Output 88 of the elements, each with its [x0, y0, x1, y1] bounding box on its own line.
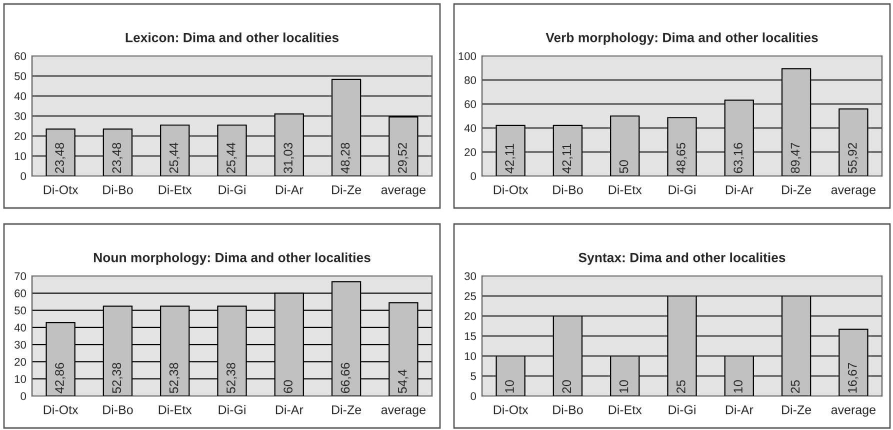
data-label: 42,86: [55, 362, 66, 394]
data-label: 66,66: [340, 362, 352, 393]
x-tick-label: average: [381, 187, 426, 197]
y-tick-label: 30: [14, 340, 26, 349]
data-label: 42,11: [562, 144, 573, 174]
x-tick-label: Di-Otx: [44, 185, 78, 194]
data-label: 52,38: [112, 362, 123, 394]
y-tick-label: 50: [14, 306, 26, 314]
x-tick-label: Di-Etx: [158, 185, 192, 194]
data-label: 25,44: [226, 142, 237, 173]
x-tick-label: Di-Gi: [218, 185, 246, 194]
y-tick-label: 15: [464, 332, 476, 340]
data-label: 10: [734, 380, 742, 393]
data-label: 23,48: [55, 142, 66, 173]
y-tick-label: 20: [14, 358, 26, 366]
data-label: 52,38: [169, 362, 180, 394]
x-tick-label: Di-Ze: [332, 405, 362, 414]
data-label: 55,92: [848, 142, 858, 174]
x-tick-label: Di-Gi: [668, 405, 696, 414]
y-tick-label: 70: [14, 272, 26, 280]
x-tick-label: Di-Otx: [494, 405, 528, 414]
data-label: 25,44: [169, 142, 180, 173]
y-tick-label: 0: [20, 172, 26, 180]
data-label: 20: [562, 380, 572, 393]
x-tick-label: average: [381, 407, 426, 417]
y-tick-label: 20: [464, 148, 476, 156]
data-label: 42,11: [505, 144, 516, 174]
x-tick-label: Di-Gi: [218, 405, 246, 414]
y-tick-label: 10: [14, 152, 26, 160]
data-label: 89,47: [790, 142, 802, 174]
x-tick-label: Di-Ze: [332, 185, 362, 194]
data-label: 23,48: [112, 142, 123, 173]
data-label: 48,65: [676, 142, 687, 174]
x-tick-label: Di-Etx: [608, 185, 642, 194]
y-tick-label: 100: [458, 52, 476, 60]
y-tick-label: 20: [464, 312, 476, 320]
y-tick-label: 10: [14, 375, 26, 383]
x-tick-label: Di-Ar: [276, 405, 304, 414]
y-tick-label: 25: [464, 292, 476, 300]
x-tick-label: Di-Bo: [103, 185, 133, 194]
y-tick-label: 10: [464, 352, 476, 360]
y-tick-label: 5: [470, 372, 476, 380]
y-tick-label: 80: [464, 76, 476, 84]
data-label: 48,28: [340, 142, 352, 174]
y-tick-label: 60: [464, 100, 476, 108]
y-tick-label: 40: [14, 324, 26, 332]
y-tick-label: 0: [470, 172, 476, 180]
data-label: 16,67: [848, 362, 858, 393]
x-tick-label: Di-Etx: [608, 405, 642, 414]
x-tick-label: Di-Etx: [158, 405, 192, 414]
x-tick-label: Di-Otx: [494, 185, 528, 194]
y-tick-label: 30: [464, 272, 476, 280]
y-tick-label: 60: [14, 289, 26, 298]
data-label: 10: [505, 380, 514, 393]
y-tick-label: 60: [14, 52, 26, 60]
data-label: 60: [284, 380, 292, 393]
y-tick-label: 40: [14, 92, 26, 100]
x-tick-label: Di-Bo: [553, 185, 583, 194]
x-tick-label: Di-Ze: [782, 405, 812, 414]
y-tick-label: 0: [470, 392, 476, 400]
data-label: 25: [790, 380, 800, 393]
x-tick-label: Di-Otx: [44, 405, 78, 414]
x-tick-label: average: [831, 187, 876, 197]
x-tick-label: average: [831, 407, 876, 417]
x-tick-label: Di-Ar: [276, 185, 304, 194]
y-tick-label: 20: [14, 132, 26, 140]
data-label: 10: [619, 380, 628, 393]
x-tick-label: Di-Ze: [782, 185, 812, 194]
y-tick-label: 50: [14, 72, 26, 80]
x-tick-label: Di-Ar: [726, 405, 754, 414]
data-label: 25: [676, 380, 686, 393]
data-label: 52,38: [226, 362, 237, 394]
chart-title: Noun morphology: Dima and other localities: [94, 252, 370, 265]
chart-title: Lexicon: Dima and other localities: [126, 32, 339, 42]
data-label: 54,4: [398, 370, 408, 394]
x-tick-label: Di-Bo: [103, 405, 133, 414]
data-label: 63,16: [734, 142, 744, 173]
y-tick-label: 40: [464, 124, 476, 132]
x-tick-label: Di-Ar: [726, 185, 754, 194]
x-tick-label: Di-Bo: [553, 405, 583, 414]
y-tick-label: 0: [20, 392, 26, 400]
x-tick-label: Di-Gi: [668, 185, 696, 194]
data-label: 31,03: [284, 142, 294, 174]
data-label: 29,52: [398, 142, 408, 173]
data-label: 50: [619, 160, 628, 174]
chart-title: Verb morphology: Dima and other localities: [546, 32, 818, 45]
y-tick-label: 30: [14, 112, 26, 120]
chart-title: Syntax: Dima and other localities: [578, 252, 786, 265]
